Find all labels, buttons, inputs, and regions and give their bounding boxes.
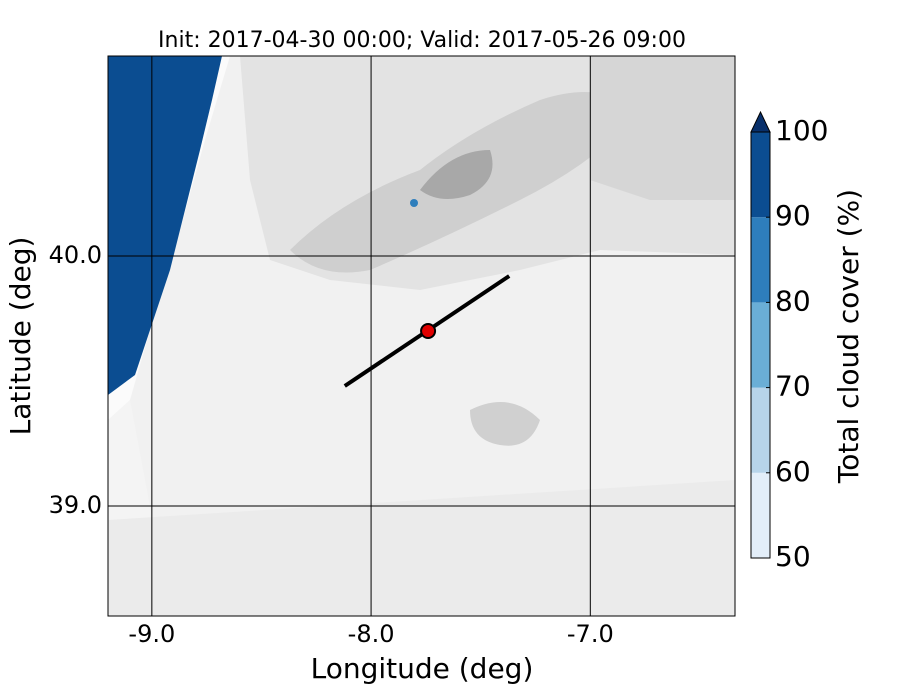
map-layer: -9.0 -8.0 -7.0 39.0 40.0 50 60 70 80 90 100	[49, 56, 828, 648]
colorbar-segment	[751, 132, 770, 218]
x-tick-label: -7.0	[567, 620, 614, 648]
colorbar-tick-label: 90	[775, 199, 811, 232]
y-tick-label: 39.0	[49, 491, 102, 519]
colorbar-segment	[751, 302, 770, 388]
colorbar-segment	[751, 472, 770, 558]
x-tick-label: -9.0	[128, 620, 175, 648]
colorbar-tick-label: 60	[775, 455, 811, 488]
colorbar-extend	[750, 110, 771, 133]
terrain-background	[108, 56, 735, 616]
x-tick-label: -8.0	[348, 620, 395, 648]
y-tick-label: 40.0	[49, 241, 102, 269]
colorbar-label: Total cloud cover (%)	[832, 189, 865, 484]
colorbar-segment	[751, 387, 770, 473]
plot-frame	[107, 55, 736, 617]
colorbar-tick-label: 70	[775, 370, 811, 403]
colorbar-tick-label: 80	[775, 284, 811, 317]
section-point	[420, 323, 437, 339]
colorbar-segment	[751, 217, 770, 303]
colorbar-frame	[750, 131, 771, 559]
colorbar-tick-label: 100	[775, 114, 828, 147]
x-axis-label: Longitude (deg)	[311, 652, 534, 685]
map-title: Init: 2017-04-30 00:00; Valid: 2017-05-2…	[158, 28, 686, 53]
y-axis-label: Latitude (deg)	[4, 237, 37, 436]
colorbar-tick-label: 50	[775, 540, 811, 573]
